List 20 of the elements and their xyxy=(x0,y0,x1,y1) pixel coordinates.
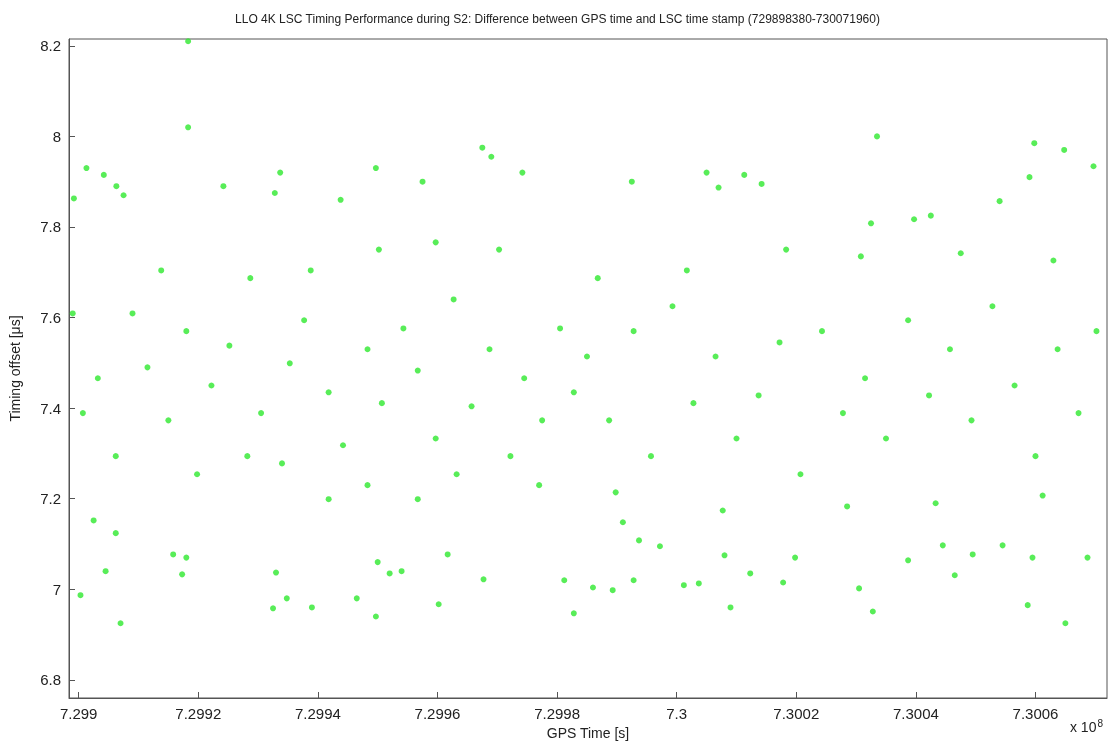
y-tick-label: 7.2 xyxy=(40,490,61,508)
x-tick-label: 7.3006 xyxy=(1012,705,1059,722)
x-tick-label: 7.3004 xyxy=(892,705,939,722)
y-tick-label: 7.4 xyxy=(40,399,61,417)
chart-title: LLO 4K LSC Timing Performance during S2: Difference between GPS time and LSC time stamp (729898380-730071960) xyxy=(235,12,880,26)
x-tick-label: 7.2996 xyxy=(414,705,461,722)
y-tick-label: 7 xyxy=(52,580,61,598)
y-tick-label: 8 xyxy=(52,127,61,145)
x-tick-label: 7.299 xyxy=(59,705,98,722)
y-tick-label: 8.2 xyxy=(40,37,61,55)
y-tick-label: 7.8 xyxy=(40,218,61,236)
x-tick-label: 7.2998 xyxy=(534,705,581,722)
y-tick-label: 7.6 xyxy=(40,309,61,327)
y-tick-label: 6.8 xyxy=(40,671,61,689)
x-tick-label: 7.3002 xyxy=(773,705,820,722)
y-axis-title: Timing offset [μs] xyxy=(7,315,23,422)
x-tick-label: 7.2992 xyxy=(175,705,222,722)
x-axis-title: GPS Time [s] xyxy=(546,724,630,741)
x-tick-label: 7.3 xyxy=(666,705,688,722)
x-tick-label: 7.2994 xyxy=(294,705,341,722)
